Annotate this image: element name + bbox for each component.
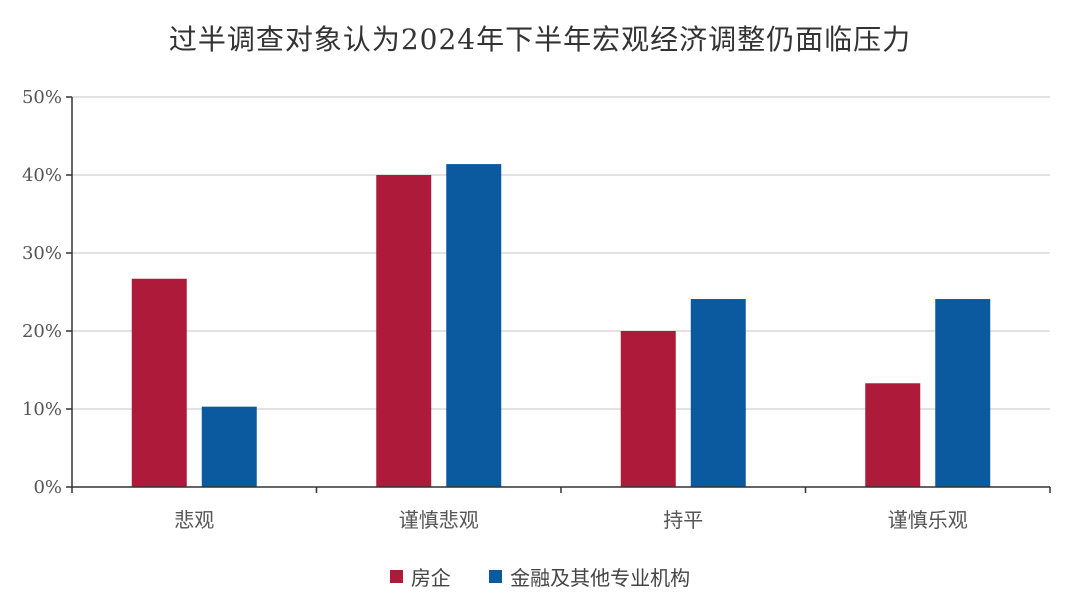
legend: 房企 金融及其他专业机构 xyxy=(0,562,1080,591)
bar-1-2 xyxy=(376,175,432,487)
bar-1-4 xyxy=(865,383,921,487)
legend-swatch-series-1 xyxy=(389,570,403,583)
bar-1-1 xyxy=(131,278,187,487)
chart-title: 过半调查对象认为2024年下半年宏观经济调整仍面临压力 xyxy=(168,23,912,56)
bar-2-4 xyxy=(935,299,991,487)
y-axis: 0% 10% 20% 30% 40% 50% xyxy=(22,87,73,498)
bar-2-1 xyxy=(201,406,257,487)
legend-item-series-2: 金融及其他专业机构 xyxy=(489,562,690,591)
y-tick-label: 50% xyxy=(22,87,62,108)
y-tick-label: 40% xyxy=(22,165,62,186)
gridlines xyxy=(72,96,1050,410)
bar-2-2 xyxy=(446,164,502,487)
x-tick-label: 谨慎乐观 xyxy=(888,508,968,532)
bars xyxy=(131,164,991,487)
y-tick-label: 0% xyxy=(33,477,62,498)
legend-label-series-1: 房企 xyxy=(410,566,451,590)
x-axis: 悲观 谨慎悲观 持平 谨慎乐观 xyxy=(71,486,1051,532)
x-tick-label: 谨慎悲观 xyxy=(399,508,479,532)
y-tick-label: 30% xyxy=(22,243,62,264)
legend-label-series-2: 金融及其他专业机构 xyxy=(510,566,691,590)
y-tick-label: 20% xyxy=(22,321,62,342)
bar-2-3 xyxy=(690,299,746,487)
x-tick-label: 持平 xyxy=(663,508,703,532)
legend-item-series-1: 房企 xyxy=(389,562,451,591)
y-tick-label: 10% xyxy=(22,399,62,420)
bar-1-3 xyxy=(620,331,676,487)
x-tick-label: 悲观 xyxy=(174,508,214,532)
legend-swatch-series-2 xyxy=(489,570,503,583)
